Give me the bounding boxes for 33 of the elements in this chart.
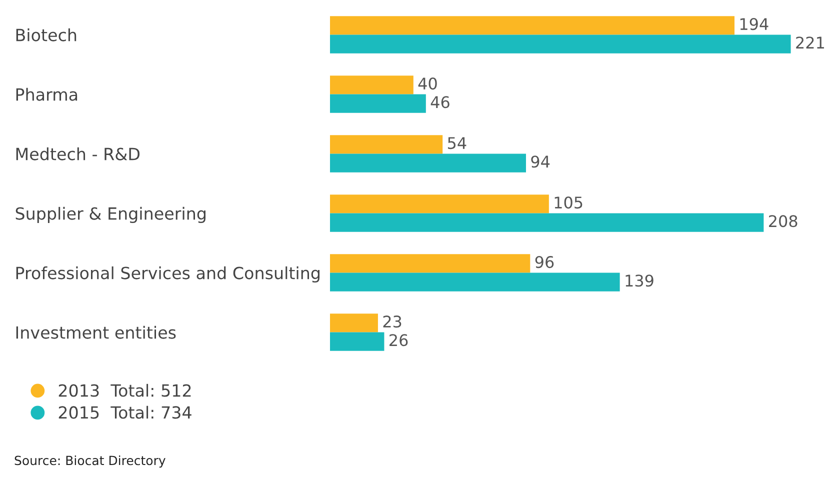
source-note: Source: Biocat Directory (14, 456, 166, 468)
bar (330, 76, 414, 94)
data-label: 221 (796, 36, 824, 48)
y-tick-label: Biotech (16, 28, 76, 42)
bar (330, 16, 734, 35)
data-label: 94 (531, 156, 550, 168)
data-label: 139 (626, 274, 654, 287)
y-tick-label: Investment entities (16, 326, 176, 339)
bar (330, 213, 764, 232)
legend-label: 2013 Total: 512 (58, 384, 191, 397)
y-tick-label: Pharma (16, 88, 78, 101)
bar (330, 94, 426, 113)
bar (330, 135, 443, 154)
bar (330, 254, 530, 273)
bar (330, 34, 791, 54)
bar (330, 314, 378, 332)
data-label: 54 (448, 137, 466, 150)
y-tick-label: Medtech - R&D (16, 147, 140, 160)
y-tick-label: Supplier & Engineering (16, 206, 206, 224)
data-label: 23 (383, 316, 402, 328)
bar (330, 154, 526, 172)
bar (330, 194, 549, 214)
data-label: 105 (554, 196, 582, 209)
legend-label: 2015 Total: 734 (58, 406, 192, 419)
data-label: 40 (418, 78, 437, 90)
data-label: 46 (430, 96, 450, 108)
data-label: 26 (390, 334, 408, 346)
y-tick-label: Professional Services and Consulting (16, 266, 320, 283)
bar (330, 332, 384, 351)
data-label: 208 (769, 215, 798, 228)
data-label: 96 (535, 256, 554, 268)
data-label: 194 (740, 18, 768, 30)
bar (330, 272, 620, 292)
